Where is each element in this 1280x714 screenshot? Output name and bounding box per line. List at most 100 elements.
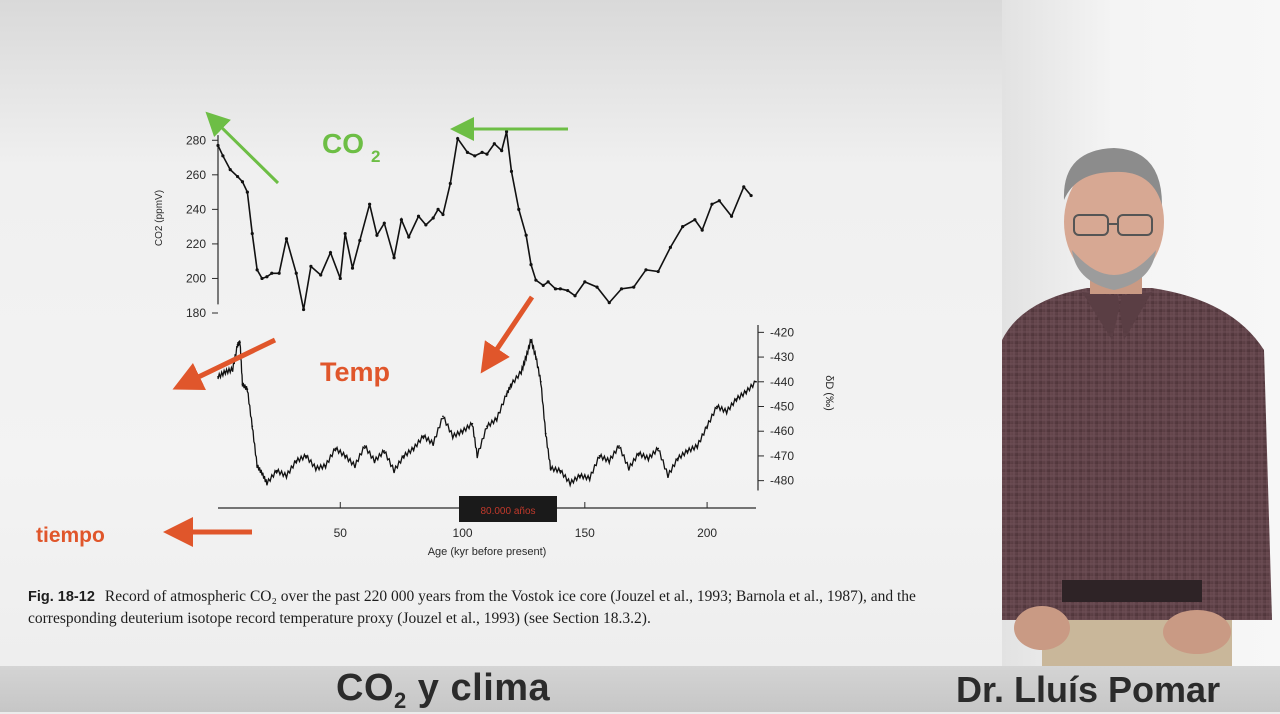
chart-canvas: 180 200 220 240 260 280 CO2 (ppmV) -420 -430 -44… [36,111,835,558]
temp-series-line [217,338,757,488]
temp-point [569,482,572,485]
co2-point [407,235,411,239]
temp-point [588,477,591,480]
co2-point [749,193,753,198]
co2-point [717,199,721,203]
temp-point [224,371,227,373]
temp-point [608,459,611,462]
temp-point [295,459,298,462]
co2-point [216,143,220,148]
red-arrow-left [172,337,277,390]
co2-point [260,276,264,281]
temp-point [667,474,669,477]
co2-point [309,264,313,268]
co2-point [284,237,289,241]
green-arrow-left [205,111,280,185]
co2-point [566,288,570,293]
co2-series-line [217,131,752,310]
presenter-video [1002,0,1280,666]
temp-point [544,432,547,435]
co2-point [240,180,245,184]
temp-point [314,467,317,470]
co2-point [375,233,379,237]
temp-point [505,393,508,396]
temp-point [251,425,254,428]
co2-point [255,268,259,272]
temp-point [239,341,241,344]
temp-point [525,356,528,358]
temp-point [676,457,679,460]
temp-point [412,447,415,450]
presenter-name: Dr. Lluís Pomar [956,669,1221,710]
co2-point [656,269,660,274]
co2-point [424,223,428,227]
x-tick-label: 150 [575,526,595,540]
temp-point [647,457,650,460]
co2-label: CO [322,128,364,159]
temp-point [422,435,425,438]
temp-point [246,388,249,391]
temp-point [598,455,601,457]
time-label: tiempo [36,524,105,547]
co2-point [480,150,484,154]
figure-caption: Fig. 18-12 Record of atmospheric CO₂ over… [28,586,978,629]
red-arrow-center [480,295,535,374]
co2-point [265,275,269,279]
x-axis-title: Age (kyr before present) [428,546,547,558]
temp-point [618,445,620,447]
co2-point [504,130,509,134]
co2-tick-label: 200 [186,271,206,285]
co2-point [700,228,704,232]
temp-point [442,415,444,418]
temp-point [735,398,738,400]
co2-subscript: 2 [371,147,380,166]
co2-axis: 180 200 220 240 260 280 CO2 (ppmV) [154,133,219,320]
temp-tick-label: -480 [770,474,794,488]
co2-point [693,218,697,222]
co2-point [465,150,470,154]
bottom-title-bar [0,666,1280,712]
co2-point [368,202,372,206]
co2-point [416,214,421,218]
temp-point [637,452,640,455]
co2-point [294,271,298,275]
temp-point [344,455,347,457]
temp-point [451,435,454,438]
co2-tick-label: 220 [186,237,206,251]
co2-point [644,268,648,272]
co2-point [235,174,240,179]
co2-point [583,280,587,284]
temp-point [305,455,307,457]
co2-point [392,256,396,260]
temp-point [217,375,219,378]
co2-point [228,168,232,172]
co2-point [742,185,746,189]
highlight-text: 80.000 años [480,506,535,517]
temp-label: Temp [320,357,390,387]
co2-tick-label: 180 [186,306,206,320]
temp-point [261,472,263,475]
presenter-figure [1002,148,1272,666]
co2-point [399,218,404,222]
temp-point [256,464,259,467]
temp-point [354,464,356,467]
temp-point [725,410,728,413]
co2-point [436,207,440,211]
co2-point [500,149,504,153]
temp-point [579,474,581,477]
temp-point [432,442,435,445]
co2-point [553,287,558,291]
co2-point [524,233,528,237]
temp-tick-label: -430 [770,350,794,364]
co2-point [710,202,714,206]
co2-point [668,245,673,249]
co2-point [250,231,254,236]
temp-point [657,447,660,450]
temp-point [266,482,268,485]
co2-point [632,285,636,289]
co2-point [277,271,281,275]
lecture-title: CO2 y clima [336,667,551,713]
temp-tick-label: -460 [770,424,794,438]
temp-point [476,455,479,457]
temp-point [334,447,337,450]
